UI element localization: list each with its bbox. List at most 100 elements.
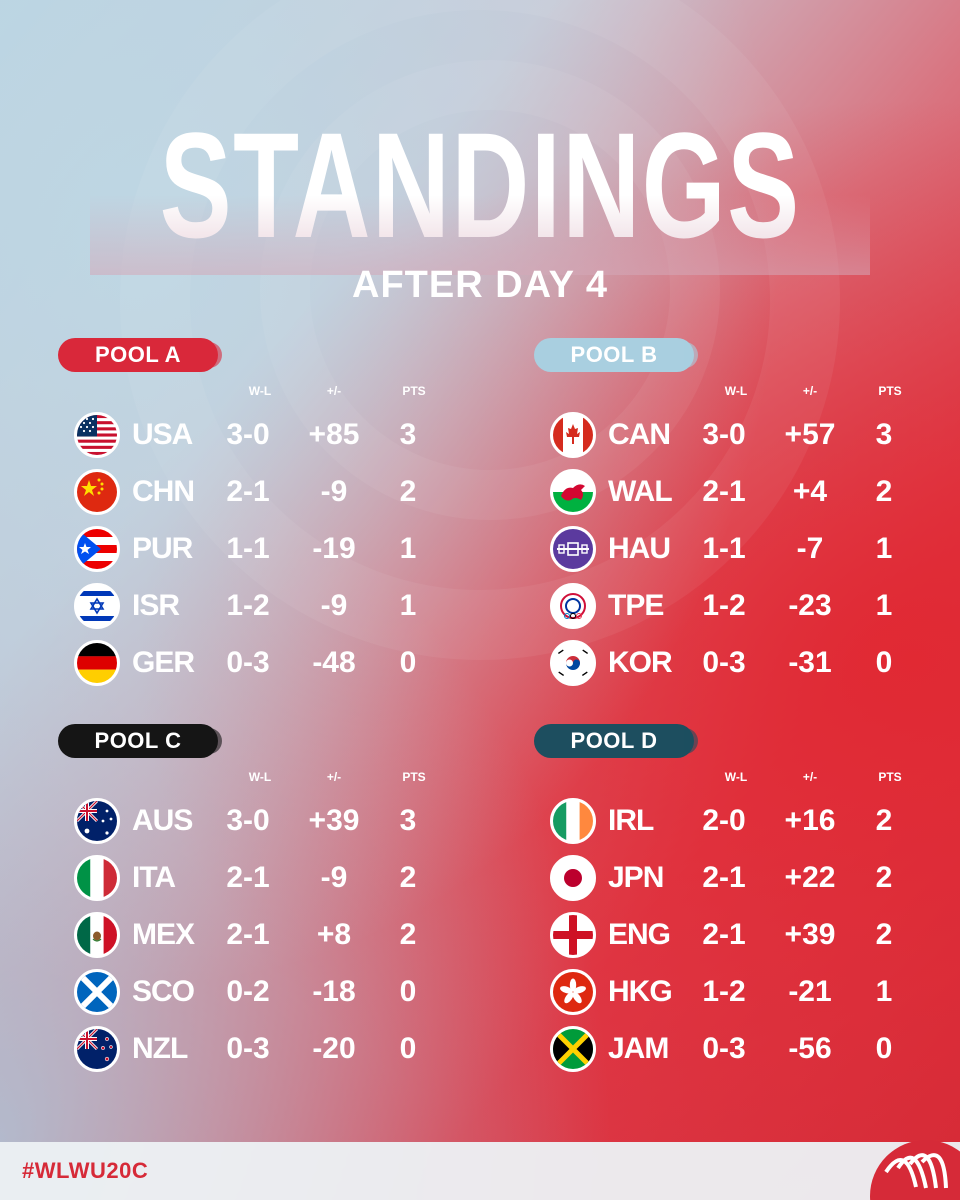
team-row: ENG 2-1 +39 2 (534, 910, 954, 960)
points: 1 (875, 975, 893, 1008)
team-code: IRL (608, 804, 654, 837)
win-loss: 2-1 (702, 861, 746, 894)
china-flag-icon (74, 469, 120, 515)
israel-flag-icon (74, 583, 120, 629)
footer-bar: #WLWU20C (0, 1142, 960, 1200)
team-row: TPE 1-2 -23 1 (534, 581, 954, 631)
hashtag: #WLWU20C (22, 1158, 149, 1183)
points: 2 (399, 918, 417, 951)
tournament-logo-icon (870, 1140, 960, 1200)
australia-flag-icon (74, 798, 120, 844)
team-row: HAU 1-1 -7 1 (534, 524, 954, 574)
column-header-pm: +/- (802, 770, 818, 784)
win-loss: 3-0 (226, 804, 270, 837)
wales-flag-icon (550, 469, 596, 515)
team-code: ITA (132, 861, 176, 894)
title-fade-overlay (90, 195, 870, 275)
page-subtitle: AFTER DAY 4 (352, 264, 608, 306)
team-code: CAN (608, 418, 671, 451)
win-loss: 0-3 (702, 1032, 746, 1065)
column-header-pts: PTS (878, 770, 902, 784)
team-row: HKG 1-2 -21 1 (534, 967, 954, 1017)
ireland-flag-icon (550, 798, 596, 844)
team-code: ISR (132, 589, 180, 622)
win-loss: 1-1 (702, 532, 746, 565)
team-code: WAL (608, 475, 673, 508)
hong-kong-flag-icon (550, 969, 596, 1015)
team-code: USA (132, 418, 193, 451)
team-row: JAM 0-3 -56 0 (534, 1024, 954, 1074)
team-row: JPN 2-1 +22 2 (534, 853, 954, 903)
win-loss: 0-3 (226, 646, 270, 679)
points: 0 (399, 1032, 417, 1065)
points: 2 (875, 861, 893, 894)
team-code: TPE (608, 589, 664, 622)
point-differential: +57 (784, 418, 836, 451)
mexico-flag-icon (74, 912, 120, 958)
team-code: AUS (132, 804, 193, 837)
point-differential: -7 (796, 532, 824, 565)
team-row: IRL 2-0 +16 2 (534, 796, 954, 846)
points: 1 (399, 532, 417, 565)
england-flag-icon (550, 912, 596, 958)
jamaica-flag-icon (550, 1026, 596, 1072)
puerto-rico-flag-icon (74, 526, 120, 572)
team-row: KOR 0-3 -31 0 (534, 638, 954, 688)
pool-badge: POOL C (58, 724, 222, 758)
point-differential: -19 (312, 532, 356, 565)
team-row: AUS 3-0 +39 3 (58, 796, 478, 846)
team-row: USA 3-0 +85 3 (58, 410, 478, 460)
point-differential: +39 (784, 918, 836, 951)
chinese-taipei-flag-icon (550, 583, 596, 629)
win-loss: 1-1 (226, 532, 270, 565)
points: 3 (399, 804, 417, 837)
win-loss: 0-2 (226, 975, 270, 1008)
pool-badge: POOL D (534, 724, 698, 758)
points: 1 (875, 532, 893, 565)
point-differential: -9 (320, 475, 348, 508)
team-code: HAU (608, 532, 671, 565)
points: 0 (399, 646, 417, 679)
point-differential: -56 (788, 1032, 832, 1065)
point-differential: +22 (784, 861, 836, 894)
point-differential: +4 (792, 475, 828, 508)
column-header-pts: PTS (402, 384, 426, 398)
column-header-wl: W-L (248, 384, 272, 398)
point-differential: -18 (312, 975, 356, 1008)
points: 2 (399, 475, 417, 508)
win-loss: 2-1 (226, 918, 270, 951)
points: 0 (875, 1032, 893, 1065)
team-row: WAL 2-1 +4 2 (534, 467, 954, 517)
team-row: NZL 0-3 -20 0 (58, 1024, 478, 1074)
point-differential: +39 (308, 804, 360, 837)
win-loss: 1-2 (702, 975, 746, 1008)
win-loss: 2-1 (702, 475, 746, 508)
win-loss: 2-1 (226, 861, 270, 894)
point-differential: -21 (788, 975, 832, 1008)
points: 2 (875, 804, 893, 837)
team-row: CHN 2-1 -9 2 (58, 467, 478, 517)
scotland-flag-icon (74, 969, 120, 1015)
points: 0 (399, 975, 417, 1008)
team-row: MEX 2-1 +8 2 (58, 910, 478, 960)
column-header-wl: W-L (724, 770, 748, 784)
point-differential: +8 (316, 918, 352, 951)
win-loss: 2-1 (702, 918, 746, 951)
points: 3 (875, 418, 893, 451)
point-differential: +85 (308, 418, 360, 451)
point-differential: -23 (788, 589, 832, 622)
column-header-pm: +/- (802, 384, 818, 398)
japan-flag-icon (550, 855, 596, 901)
korea-flag-icon (550, 640, 596, 686)
win-loss: 1-2 (702, 589, 746, 622)
germany-flag-icon (74, 640, 120, 686)
points: 2 (875, 475, 893, 508)
column-header-wl: W-L (724, 384, 748, 398)
team-row: ITA 2-1 -9 2 (58, 853, 478, 903)
team-code: JPN (608, 861, 664, 894)
win-loss: 1-2 (226, 589, 270, 622)
win-loss: 2-1 (226, 475, 270, 508)
points: 2 (399, 861, 417, 894)
column-header-pm: +/- (326, 384, 342, 398)
team-row: SCO 0-2 -18 0 (58, 967, 478, 1017)
